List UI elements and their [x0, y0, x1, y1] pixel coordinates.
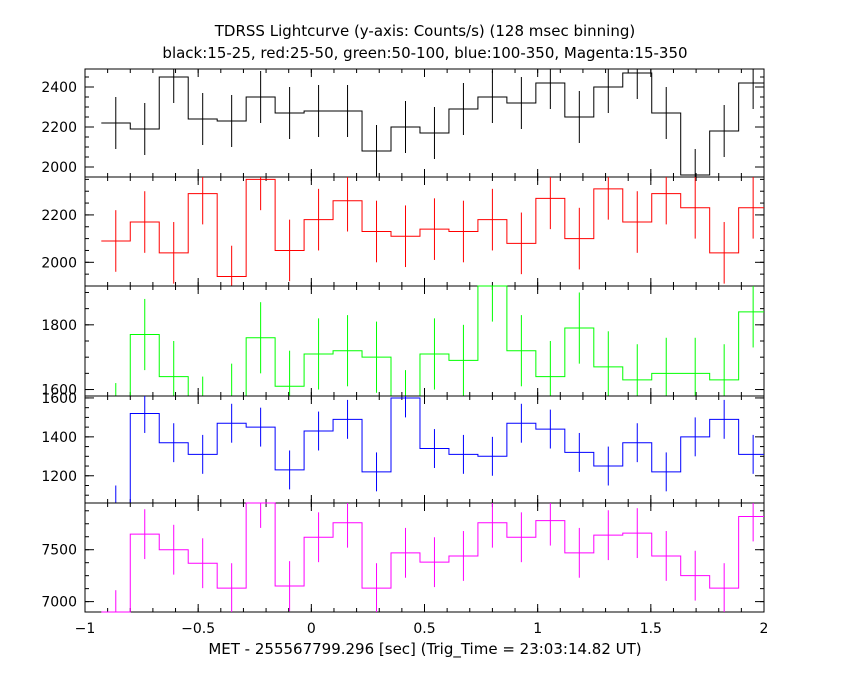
y-tick-label: 2000	[41, 255, 77, 271]
y-tick-label: 2200	[41, 208, 77, 224]
panel-frame-4	[84, 395, 765, 504]
series-step-1	[101, 72, 764, 176]
x-tick-label: −0.5	[181, 621, 215, 637]
panel-frame-5	[84, 502, 765, 613]
y-tick-label: 1600	[41, 383, 77, 399]
series-step-5	[101, 502, 764, 613]
x-tick-label: 1.5	[640, 621, 662, 637]
x-tick-label: 0	[307, 621, 316, 637]
series-step-3	[101, 285, 764, 397]
panel-frame-1	[84, 68, 765, 178]
x-tick-label: 0.5	[413, 621, 435, 637]
series-step-2	[101, 178, 764, 278]
y-tick-label: 1600	[41, 391, 77, 407]
x-tick-label: 1	[533, 621, 542, 637]
y-tick-label: 7500	[41, 543, 77, 559]
x-tick-label: 2	[760, 621, 769, 637]
y-tick-label: 2000	[41, 160, 77, 176]
chart-title: TDRSS Lightcurve (y-axis: Counts/s) (128…	[214, 22, 636, 40]
y-tick-label: 1800	[41, 318, 77, 334]
panel-frame-3	[84, 285, 765, 397]
chart-subtitle: black:15-25, red:25-50, green:50-100, bl…	[162, 44, 688, 62]
x-axis-label: MET - 255567799.296 [sec] (Trig_Time = 2…	[208, 640, 642, 658]
y-tick-label: 2200	[41, 120, 77, 136]
series-step-4	[101, 397, 764, 504]
x-tick-label: −1	[75, 621, 96, 637]
y-tick-label: 2400	[41, 80, 77, 96]
y-tick-label: 7000	[41, 595, 77, 611]
y-tick-label: 1200	[41, 469, 77, 485]
y-tick-label: 1400	[41, 430, 77, 446]
